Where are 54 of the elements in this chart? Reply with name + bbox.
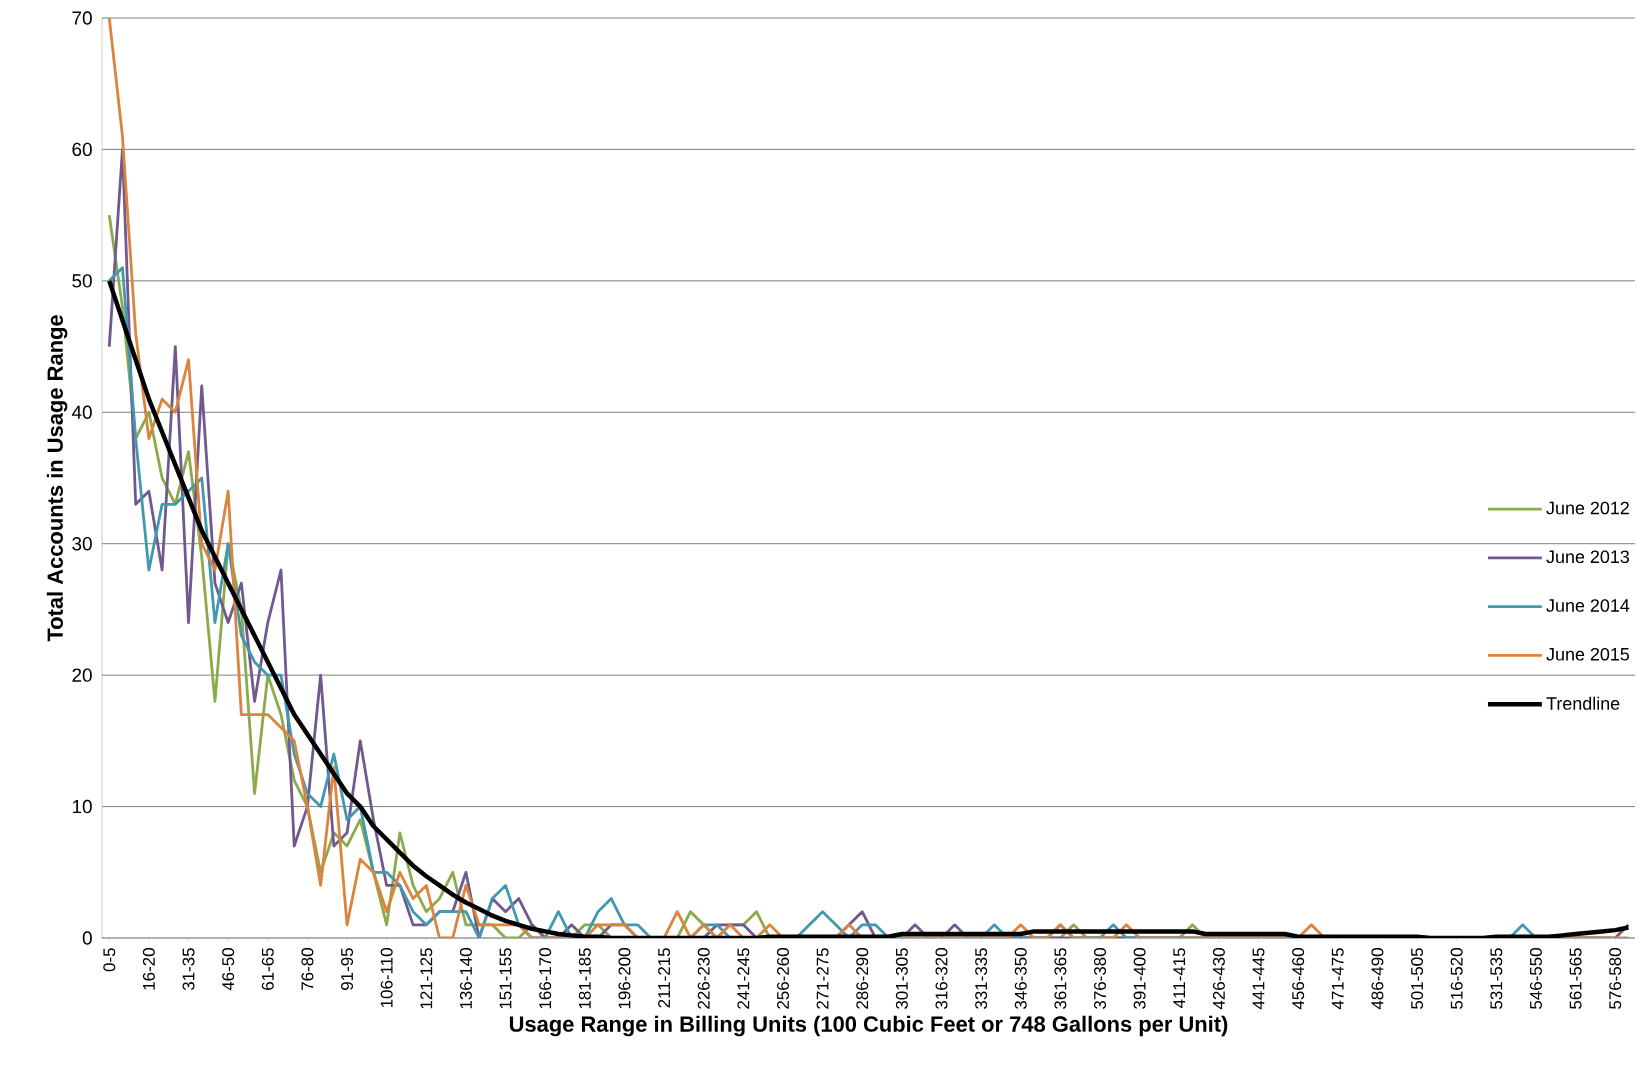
x-tick-label: 376-380 [1094, 948, 1107, 1009]
x-tick-label: 441-445 [1252, 948, 1265, 1010]
legend-label: June 2012 [1546, 501, 1629, 515]
x-tick-label: 121-125 [420, 948, 433, 1009]
x-tick-label: 0-5 [103, 948, 116, 972]
x-tick-label: 501-505 [1411, 948, 1424, 1009]
x-tick-label: 91-95 [341, 948, 354, 990]
y-tick-label: 30 [72, 537, 92, 551]
x-tick-label: 361-365 [1054, 948, 1067, 1009]
x-tick-label: 316-320 [935, 948, 948, 1009]
x-tick-label: 531-535 [1490, 948, 1503, 1009]
x-tick-label: 76-80 [301, 948, 314, 990]
legend-label: June 2015 [1546, 647, 1630, 661]
x-tick-label: 346-350 [1014, 948, 1027, 1009]
y-tick-label: 70 [72, 11, 92, 25]
x-tick-label: 331-335 [975, 948, 988, 1009]
x-tick-label: 46-50 [222, 948, 235, 991]
x-tick-label: 546-550 [1529, 948, 1542, 1009]
y-tick-label: 0 [82, 931, 92, 945]
y-tick-label: 50 [72, 274, 92, 288]
x-tick-label: 61-65 [261, 948, 274, 990]
y-axis-title: Total Accounts in Usage Range [46, 315, 68, 642]
x-tick-label: 301-305 [895, 948, 908, 1009]
x-tick-label: 286-290 [856, 948, 869, 1009]
x-tick-label: 226-230 [697, 948, 710, 1009]
x-tick-label: 166-170 [539, 948, 552, 1009]
x-tick-label: 411-415 [1173, 948, 1186, 1008]
x-axis-title: Usage Range in Billing Units (100 Cubic Feet or 748 Gallons per Unit) [509, 1015, 1228, 1037]
x-tick-label: 561-565 [1569, 948, 1582, 1009]
x-tick-label: 181-185 [578, 948, 591, 1009]
y-tick-label: 10 [72, 799, 92, 814]
y-tick-label: 60 [72, 142, 92, 157]
y-tick-label: 40 [71, 405, 92, 419]
x-tick-label: 136-140 [459, 948, 472, 1009]
x-tick-label: 151-155 [499, 948, 512, 1009]
x-tick-label: 456-460 [1292, 948, 1305, 1010]
x-tick-label: 196-200 [618, 948, 631, 1009]
x-tick-label: 391-400 [1133, 948, 1146, 1009]
x-tick-label: 471-475 [1331, 948, 1344, 1010]
x-tick-label: 16-20 [142, 948, 155, 990]
legend-label: June 2014 [1546, 599, 1630, 612]
x-tick-label: 211-215 [658, 948, 671, 1008]
y-tick-label: 20 [72, 668, 92, 682]
x-tick-label: 486-490 [1371, 948, 1384, 1010]
x-tick-label: 576-580 [1609, 948, 1622, 1009]
x-tick-label: 256-260 [776, 948, 789, 1009]
x-tick-label: 31-35 [182, 948, 195, 991]
x-tick-label: 106-110 [380, 948, 393, 1008]
x-tick-label: 426-430 [1212, 948, 1225, 1010]
x-tick-label: 271-275 [816, 948, 829, 1009]
legend-label: June 2013 [1546, 550, 1630, 564]
x-tick-label: 516-520 [1450, 948, 1463, 1009]
legend-label: Trendline [1546, 696, 1620, 710]
x-tick-label: 241-245 [737, 948, 750, 1009]
